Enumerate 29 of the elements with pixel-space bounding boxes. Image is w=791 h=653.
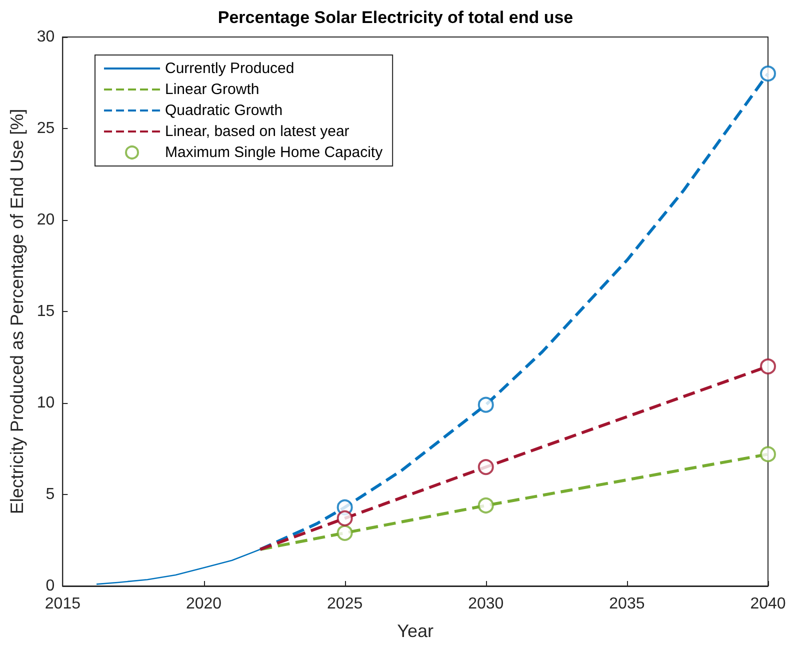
y-tick-label: 25 <box>36 120 55 137</box>
x-tick-label: 2030 <box>468 596 504 612</box>
x-tick-label: 2040 <box>750 596 786 612</box>
point <box>760 66 776 82</box>
point <box>478 459 494 476</box>
y-tick-label: 0 <box>46 578 55 594</box>
x-tick-label: 2035 <box>609 596 645 612</box>
legend-label: Linear, based on latest year <box>165 123 350 140</box>
y-tick-label: 5 <box>46 486 55 503</box>
point <box>336 510 353 526</box>
point <box>478 396 494 413</box>
y-axis-title: Electricity Produced as Percentage of End Use [%] <box>7 108 27 514</box>
x-axis-title: Year <box>397 621 434 641</box>
x-tick-label: 2020 <box>186 596 222 612</box>
y-tick-label: 15 <box>36 303 55 320</box>
y-tick-label: 30 <box>36 28 55 46</box>
point <box>760 358 776 374</box>
legend-label: Maximum Single Home Capacity <box>165 144 384 161</box>
y-tick-label: 20 <box>36 212 55 228</box>
point <box>478 497 494 514</box>
chart-title: Percentage Solar Electricity of total end use <box>218 8 574 27</box>
point <box>336 524 353 541</box>
y-tick-label: 10 <box>36 394 55 412</box>
legend-label: Quadratic Growth <box>165 102 283 119</box>
x-tick-label: 2025 <box>327 596 363 612</box>
point <box>760 446 776 462</box>
x-tick-label: 2015 <box>44 596 81 612</box>
legend-label: Currently Produced <box>165 60 294 77</box>
legend-label: Linear Growth <box>165 81 260 98</box>
